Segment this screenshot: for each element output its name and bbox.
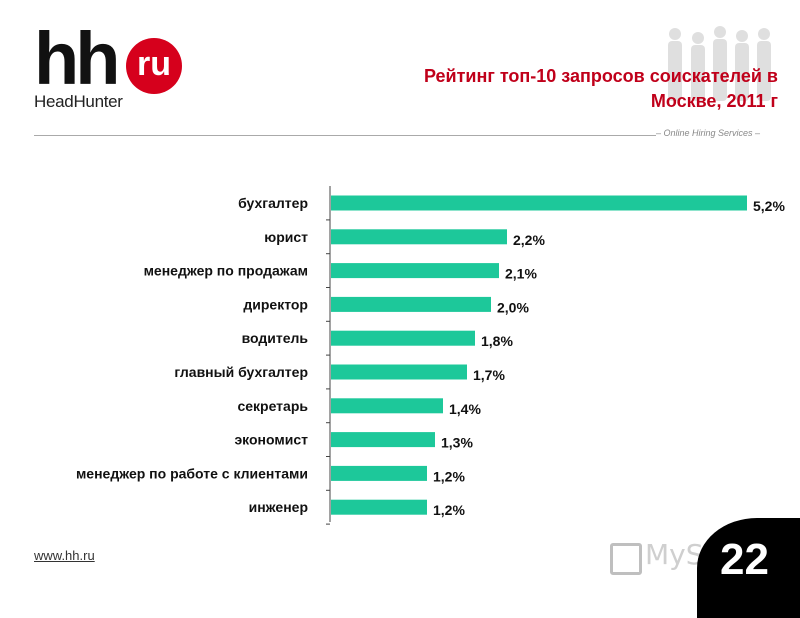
value-label: 1,2% <box>433 502 465 518</box>
bar <box>331 195 747 211</box>
value-label: 1,3% <box>441 435 473 451</box>
people-silhouette-icon <box>668 26 771 101</box>
category-label: менеджер по работе с клиентами <box>76 465 308 481</box>
category-label: менеджер по продажам <box>144 263 308 279</box>
value-label: 5,2% <box>753 198 785 214</box>
logo-ru-badge: ru <box>126 38 182 94</box>
category-label: главный бухгалтер <box>174 364 308 380</box>
bar <box>331 296 491 312</box>
tagline: – Online Hiring Services – <box>656 128 761 138</box>
bar <box>331 499 427 515</box>
watermark-icon <box>610 543 642 575</box>
bar <box>331 364 467 380</box>
headhunter-logo: hh ru HeadHunter <box>34 22 194 118</box>
value-label: 2,1% <box>505 266 537 282</box>
header-divider <box>34 135 656 136</box>
bar <box>331 263 499 279</box>
category-label: водитель <box>242 330 309 346</box>
category-label: секретарь <box>237 398 308 414</box>
logo-mark: hh <box>34 17 120 100</box>
value-label: 1,7% <box>473 367 505 383</box>
bar <box>331 330 475 346</box>
value-label: 1,8% <box>481 333 513 349</box>
category-label: юрист <box>264 229 308 245</box>
page-number: 22 <box>720 535 769 584</box>
category-label: директор <box>243 296 308 312</box>
bar <box>331 229 507 245</box>
footer-link[interactable]: www.hh.ru <box>34 548 95 563</box>
value-label: 1,2% <box>433 468 465 484</box>
category-label: инженер <box>249 499 308 515</box>
bar <box>331 432 435 448</box>
bar <box>331 398 443 414</box>
bar-chart: бухгалтер 5,2% юрист 2,2% менеджер по продаж… <box>76 186 785 525</box>
logo-name: HeadHunter <box>34 92 123 111</box>
bar <box>331 465 427 481</box>
value-label: 2,0% <box>497 299 529 315</box>
category-label: бухгалтер <box>238 195 308 211</box>
category-label: экономист <box>234 432 308 448</box>
value-label: 1,4% <box>449 401 481 417</box>
value-label: 2,2% <box>513 232 545 248</box>
page-title: Рейтинг топ-10 запросов соискателей в Мо… <box>423 66 778 111</box>
